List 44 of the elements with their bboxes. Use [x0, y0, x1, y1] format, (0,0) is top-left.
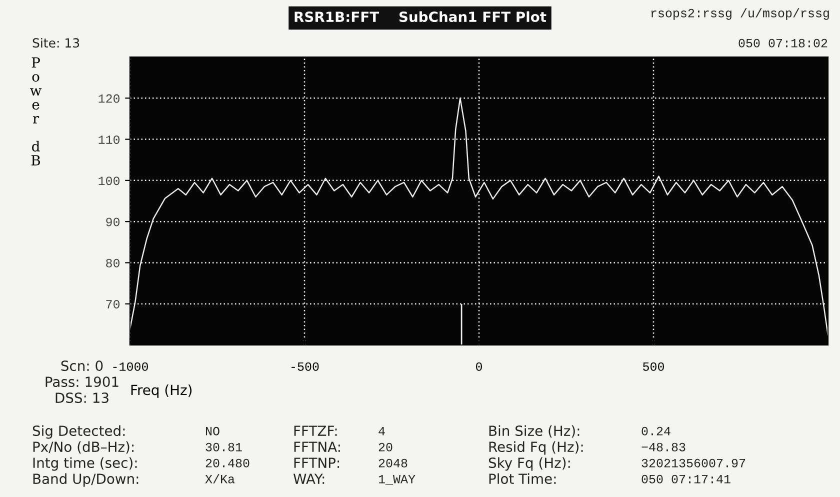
line-series: [130, 98, 828, 336]
text: Scn: 0: [61, 360, 103, 372]
text: Sky Fq (Hz):: [488, 457, 570, 471]
text: 32021356007.97: [642, 458, 746, 468]
text: Band Up/Down:: [33, 473, 138, 487]
text: −48.83: [642, 442, 686, 452]
x-tick-label: 0: [476, 362, 482, 371]
y-tick-label: 80: [106, 258, 120, 268]
text: Power dB: [30, 57, 42, 166]
text: NO: [206, 426, 220, 436]
y-tick-label: 70: [106, 300, 120, 309]
text: Intg time (sec):: [33, 457, 137, 471]
text: Plot Time:: [489, 473, 556, 484]
text: 20: [378, 442, 392, 452]
text: WAY:: [293, 474, 324, 484]
y-tick-label: 120: [98, 94, 120, 103]
y-tick-label: 100: [98, 176, 120, 186]
y-tick-label: 110: [98, 135, 120, 144]
text: Px/No (dB–Hz):: [33, 441, 134, 454]
text: FFTNP:: [294, 458, 340, 468]
text: rsops2:rssg /u/msop/rssg: [651, 8, 829, 20]
chart-title: RSR1B:FFT SubChan1 FFT Plot: [294, 11, 546, 22]
text: Pass: 1901: [46, 376, 118, 388]
text: 30.81: [206, 442, 242, 452]
text: X/Ka: [205, 474, 235, 484]
x-axis-title: Freq (Hz): [131, 384, 192, 398]
text: 4: [378, 427, 385, 436]
text: FFTZF:: [294, 426, 337, 436]
y-tick-label: 90: [106, 218, 120, 226]
text: Bin Size (Hz):: [489, 425, 580, 438]
text: Site: 13: [32, 38, 80, 48]
text: Resid Fq (Hz):: [489, 441, 583, 455]
text: 0.24: [642, 426, 670, 436]
x-tick-label: 500: [643, 362, 664, 371]
text: 2048: [378, 458, 408, 468]
text: 20.480: [206, 458, 250, 468]
x-tick-label: -500: [292, 362, 319, 371]
text: 050 07:17:41: [642, 474, 730, 484]
text: Sig Detected:: [32, 425, 125, 439]
text: 050 07:18:02: [738, 38, 828, 48]
text: 1_WAY: [378, 475, 416, 485]
text: DSS: 13: [56, 392, 108, 404]
x-tick-label: -1000: [113, 362, 148, 371]
text: FFTNA:: [294, 442, 340, 452]
